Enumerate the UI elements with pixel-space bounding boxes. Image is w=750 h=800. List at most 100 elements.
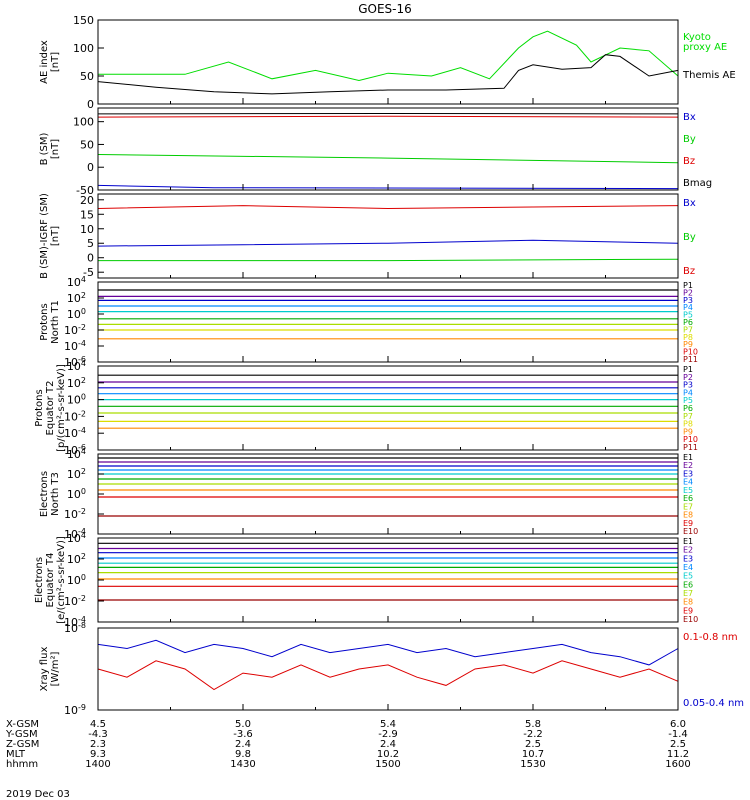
ytick-label-bdiff-5: 20 xyxy=(80,194,94,207)
ylabel-bdiff-0: B (SM)-IGRF (SM) xyxy=(39,193,50,279)
legend-ee-8: E9 xyxy=(683,606,693,615)
frame-bsm xyxy=(97,107,679,191)
footer-value-4-2: 2.5 xyxy=(670,739,686,750)
footer-date: 2019 Dec 03 xyxy=(6,789,70,800)
legend-ee-4: E5 xyxy=(683,572,693,581)
ytick-label-bdiff-4: 15 xyxy=(80,208,94,221)
legend-bsm-2: Bz xyxy=(683,156,695,167)
ytick-label-bdiff-1: 0 xyxy=(87,252,94,265)
footer-value-3-2: 2.5 xyxy=(525,739,541,750)
ytick-label-en-1: 102 xyxy=(67,467,86,481)
legend-pn-0: P1 xyxy=(683,281,693,290)
series-bdiff-bx xyxy=(97,239,679,247)
ylabel-en-1: North T3 xyxy=(50,472,61,516)
ytick-label-xray-0: 10-8 xyxy=(64,621,86,635)
ylabel-ae-1: [nT] xyxy=(50,52,61,72)
ytick-label-ee-3: 10-2 xyxy=(64,594,86,608)
frame-ee xyxy=(97,537,679,623)
ytick-label-pe-3: 10-2 xyxy=(64,409,86,423)
ytick-label-bsm-3: 100 xyxy=(73,116,94,129)
footer-value-4-0: 6.0 xyxy=(670,719,686,730)
ytick-label-pe-4: 10-4 xyxy=(64,426,86,440)
ytick-label-xray-1: 10-9 xyxy=(64,703,86,717)
ytick-label-pn-2: 100 xyxy=(67,307,86,321)
frame-pe xyxy=(97,365,679,451)
legend-pe-0: P1 xyxy=(683,365,693,374)
ytick-label-bsm-0: -50 xyxy=(76,184,94,197)
legend-pe-7: P8 xyxy=(683,420,693,429)
legend-pe-2: P3 xyxy=(683,381,693,390)
footer-row-label-3: MLT xyxy=(6,749,26,760)
legend-pn-6: P7 xyxy=(683,325,693,334)
legend-pe-4: P5 xyxy=(683,396,693,405)
footer-row-label-4: hhmm xyxy=(6,759,38,770)
legend-en-5: E6 xyxy=(683,494,693,503)
legend-bsm-3: Bmag xyxy=(683,178,712,189)
footer-value-2-4: 1500 xyxy=(375,759,400,770)
ytick-label-pn-3: 10-2 xyxy=(64,323,86,337)
footer-value-2-3: 10.2 xyxy=(377,749,399,760)
legend-ee-1: E2 xyxy=(683,546,693,555)
ytick-label-ae-2: 100 xyxy=(73,42,94,55)
ytick-label-ee-0: 104 xyxy=(67,531,86,545)
footer-row-label-2: Z-GSM xyxy=(6,739,39,750)
legend-pe-8: P9 xyxy=(683,427,693,436)
ytick-label-pe-1: 102 xyxy=(67,376,86,390)
footer-row-label-0: X-GSM xyxy=(6,719,39,730)
legend-pn-8: P9 xyxy=(683,340,693,349)
footer-value-0-0: 4.5 xyxy=(90,719,106,730)
series-bsm-by xyxy=(97,154,679,164)
footer-value-1-2: 2.4 xyxy=(235,739,251,750)
legend-en-1: E2 xyxy=(683,461,693,470)
ylabel-xray-0: Xray flux xyxy=(39,647,50,692)
legend-en-3: E4 xyxy=(683,478,693,487)
footer-value-1-3: 9.8 xyxy=(235,749,251,760)
ytick-label-en-0: 104 xyxy=(67,447,86,461)
legend-en-2: E3 xyxy=(683,469,693,478)
ytick-label-en-2: 100 xyxy=(67,487,86,501)
footer-value-0-3: 9.3 xyxy=(90,749,106,760)
footer-value-3-4: 1530 xyxy=(520,759,545,770)
series-xray-0-05-0-4-nm xyxy=(97,639,679,666)
legend-ee-5: E6 xyxy=(683,580,693,589)
legend-pn-7: P8 xyxy=(683,333,693,342)
legend-en-8: E9 xyxy=(683,519,693,528)
legend-pn-1: P2 xyxy=(683,288,693,297)
legend-ee-7: E8 xyxy=(683,598,693,607)
legend-en-9: E10 xyxy=(683,527,698,536)
legend-pn-5: P6 xyxy=(683,318,693,327)
ylabel-bsm-1: [nT] xyxy=(50,139,61,159)
ylabel-pe-1: Equator T2 xyxy=(45,381,56,436)
ylabel-ee-0: Electrons xyxy=(34,557,45,603)
legend-pn-4: P5 xyxy=(683,311,693,320)
ytick-label-ae-3: 150 xyxy=(73,14,94,27)
footer-value-0-1: -4.3 xyxy=(88,729,108,740)
legend-bdiff-2: Bz xyxy=(683,266,695,277)
ytick-label-bsm-1: 0 xyxy=(87,161,94,174)
legend-bdiff-1: By xyxy=(683,232,696,243)
frame-pn xyxy=(97,281,679,363)
ytick-label-pn-4: 10-4 xyxy=(64,339,86,353)
footer-value-0-4: 1400 xyxy=(85,759,110,770)
footer-value-2-0: 5.4 xyxy=(380,719,396,730)
panel-bsm: -50 0 50 100 B (SM) [nT] Bx By Bz Bmag xyxy=(39,107,712,197)
ylabel-en-0: Electrons xyxy=(39,471,50,517)
legend-ae-2: Themis AE xyxy=(682,70,736,81)
legend-en-0: E1 xyxy=(683,453,693,462)
legend-ae-1: proxy AE xyxy=(683,42,727,53)
legend-en-7: E8 xyxy=(683,511,693,520)
ylabel-bsm-0: B (SM) xyxy=(39,132,50,165)
legend-pn-9: P10 xyxy=(683,348,698,357)
series-bsm-bx xyxy=(97,184,679,190)
legend-pe-3: P4 xyxy=(683,388,693,397)
ytick-label-ee-1: 102 xyxy=(67,552,86,566)
series-xray-0-1-0-8-nm xyxy=(97,660,679,691)
footer-value-1-1: -3.6 xyxy=(233,729,253,740)
ylabel-pn-0: Protons xyxy=(39,303,50,340)
